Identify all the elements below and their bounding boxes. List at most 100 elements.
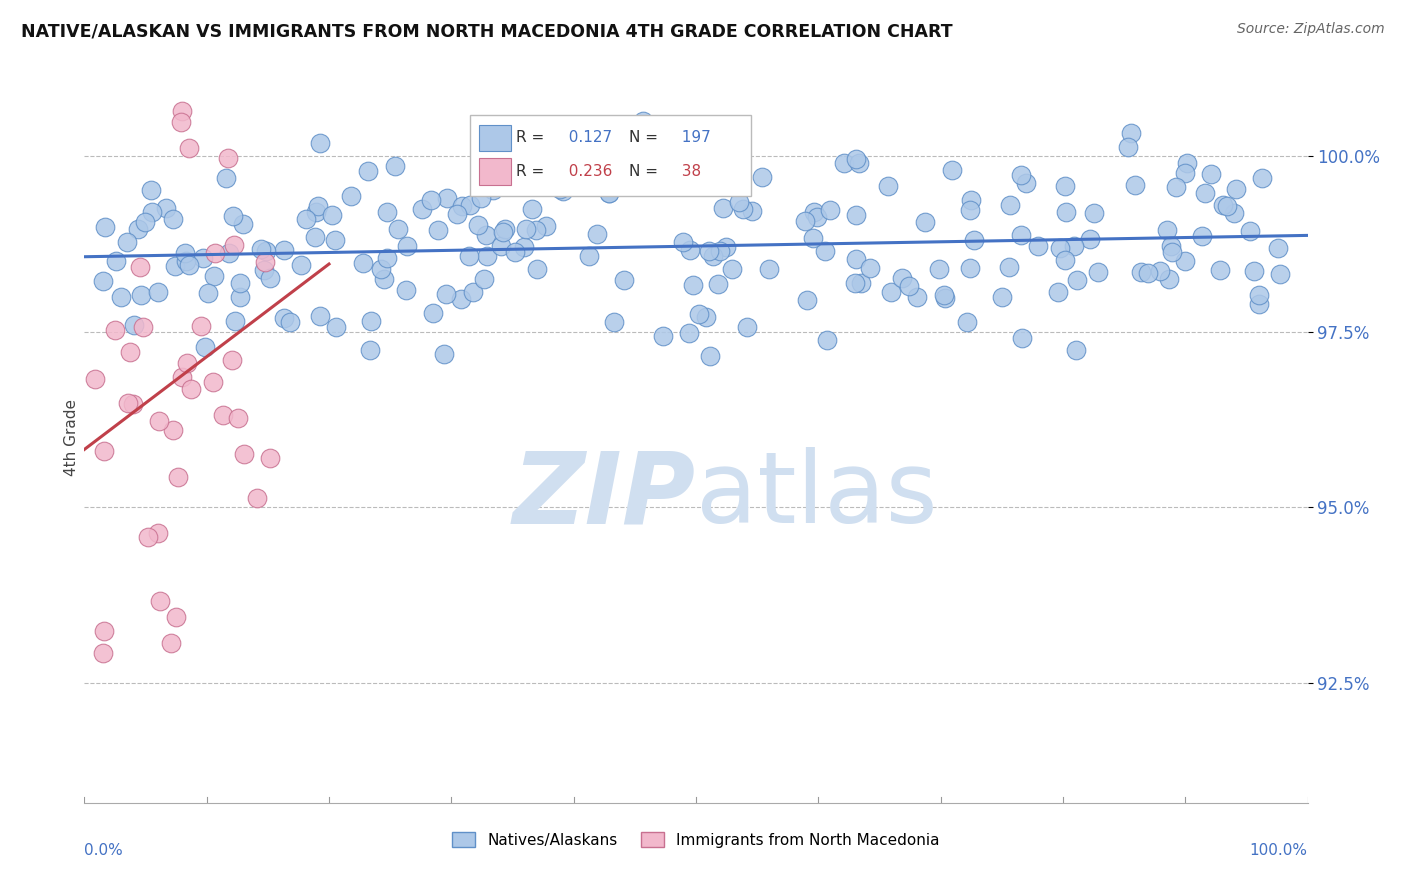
- Point: [598, 186, 620, 201]
- Point: [1239, 224, 1261, 238]
- Point: [526, 262, 548, 277]
- Point: [914, 215, 936, 229]
- Point: [1118, 139, 1140, 153]
- Point: [796, 293, 818, 307]
- Point: [1223, 205, 1246, 219]
- Point: [991, 290, 1014, 304]
- Point: [1191, 229, 1213, 244]
- Text: 0.127: 0.127: [560, 130, 612, 145]
- Point: [1049, 241, 1071, 255]
- Point: [801, 231, 824, 245]
- Point: [806, 210, 828, 224]
- Point: [470, 190, 492, 204]
- Point: [1267, 241, 1289, 255]
- Point: [548, 182, 571, 196]
- Point: [818, 202, 841, 217]
- Point: [720, 261, 742, 276]
- Point: [246, 491, 269, 505]
- Text: atlas: atlas: [696, 447, 938, 544]
- Point: [384, 159, 406, 173]
- Text: NATIVE/ALASKAN VS IMMIGRANTS FROM NORTH MACEDONIA 4TH GRADE CORRELATION CHART: NATIVE/ALASKAN VS IMMIGRANTS FROM NORTH …: [21, 22, 953, 40]
- Point: [167, 470, 190, 484]
- Point: [934, 291, 956, 305]
- Point: [132, 319, 155, 334]
- Point: [1194, 186, 1216, 200]
- Point: [218, 245, 240, 260]
- Point: [226, 410, 249, 425]
- Point: [1173, 253, 1195, 268]
- Point: [963, 233, 986, 247]
- Point: [1015, 177, 1038, 191]
- Text: Source: ZipAtlas.com: Source: ZipAtlas.com: [1237, 22, 1385, 37]
- Point: [191, 251, 214, 265]
- Point: [373, 272, 395, 286]
- Point: [1063, 239, 1085, 253]
- Point: [1083, 205, 1105, 219]
- Point: [290, 258, 312, 272]
- Point: [93, 624, 115, 639]
- Point: [395, 239, 418, 253]
- Point: [699, 349, 721, 363]
- Point: [1175, 156, 1198, 170]
- Point: [222, 237, 245, 252]
- Point: [503, 244, 526, 259]
- Text: ZIP: ZIP: [513, 447, 696, 544]
- Point: [859, 260, 882, 275]
- Point: [165, 610, 187, 624]
- Point: [422, 306, 444, 320]
- Point: [1212, 197, 1234, 211]
- Point: [250, 242, 273, 256]
- Point: [172, 104, 194, 119]
- Point: [463, 285, 485, 300]
- Point: [359, 343, 381, 358]
- Point: [340, 189, 363, 203]
- Point: [1174, 166, 1197, 180]
- Point: [1208, 263, 1230, 277]
- Point: [294, 211, 316, 226]
- Point: [735, 320, 758, 334]
- Point: [215, 171, 238, 186]
- Point: [702, 249, 724, 263]
- Text: R =: R =: [516, 130, 550, 145]
- Point: [169, 114, 191, 128]
- FancyBboxPatch shape: [479, 159, 512, 185]
- Point: [162, 212, 184, 227]
- Point: [880, 285, 903, 299]
- Point: [1011, 331, 1033, 345]
- Point: [1026, 239, 1049, 253]
- Point: [91, 646, 114, 660]
- Point: [229, 289, 252, 303]
- Point: [1123, 178, 1146, 192]
- Point: [803, 204, 825, 219]
- Point: [603, 315, 626, 329]
- Point: [534, 219, 557, 233]
- Point: [122, 318, 145, 332]
- Point: [1268, 268, 1291, 282]
- Point: [411, 202, 433, 216]
- Point: [998, 197, 1021, 211]
- Point: [127, 222, 149, 236]
- Point: [148, 285, 170, 300]
- Point: [202, 375, 225, 389]
- Point: [375, 205, 398, 219]
- Point: [253, 255, 276, 269]
- Point: [1161, 244, 1184, 259]
- Point: [176, 356, 198, 370]
- Point: [733, 202, 755, 217]
- Point: [941, 163, 963, 178]
- Point: [845, 152, 868, 166]
- Point: [149, 594, 172, 608]
- Point: [844, 208, 866, 222]
- Point: [1247, 288, 1270, 302]
- Point: [427, 223, 450, 237]
- Point: [711, 201, 734, 215]
- Point: [932, 288, 955, 302]
- Point: [304, 230, 326, 244]
- Point: [254, 244, 277, 258]
- Point: [522, 202, 544, 217]
- Point: [956, 315, 979, 329]
- Point: [758, 262, 780, 277]
- Point: [1199, 167, 1222, 181]
- Point: [375, 251, 398, 265]
- Point: [433, 347, 456, 361]
